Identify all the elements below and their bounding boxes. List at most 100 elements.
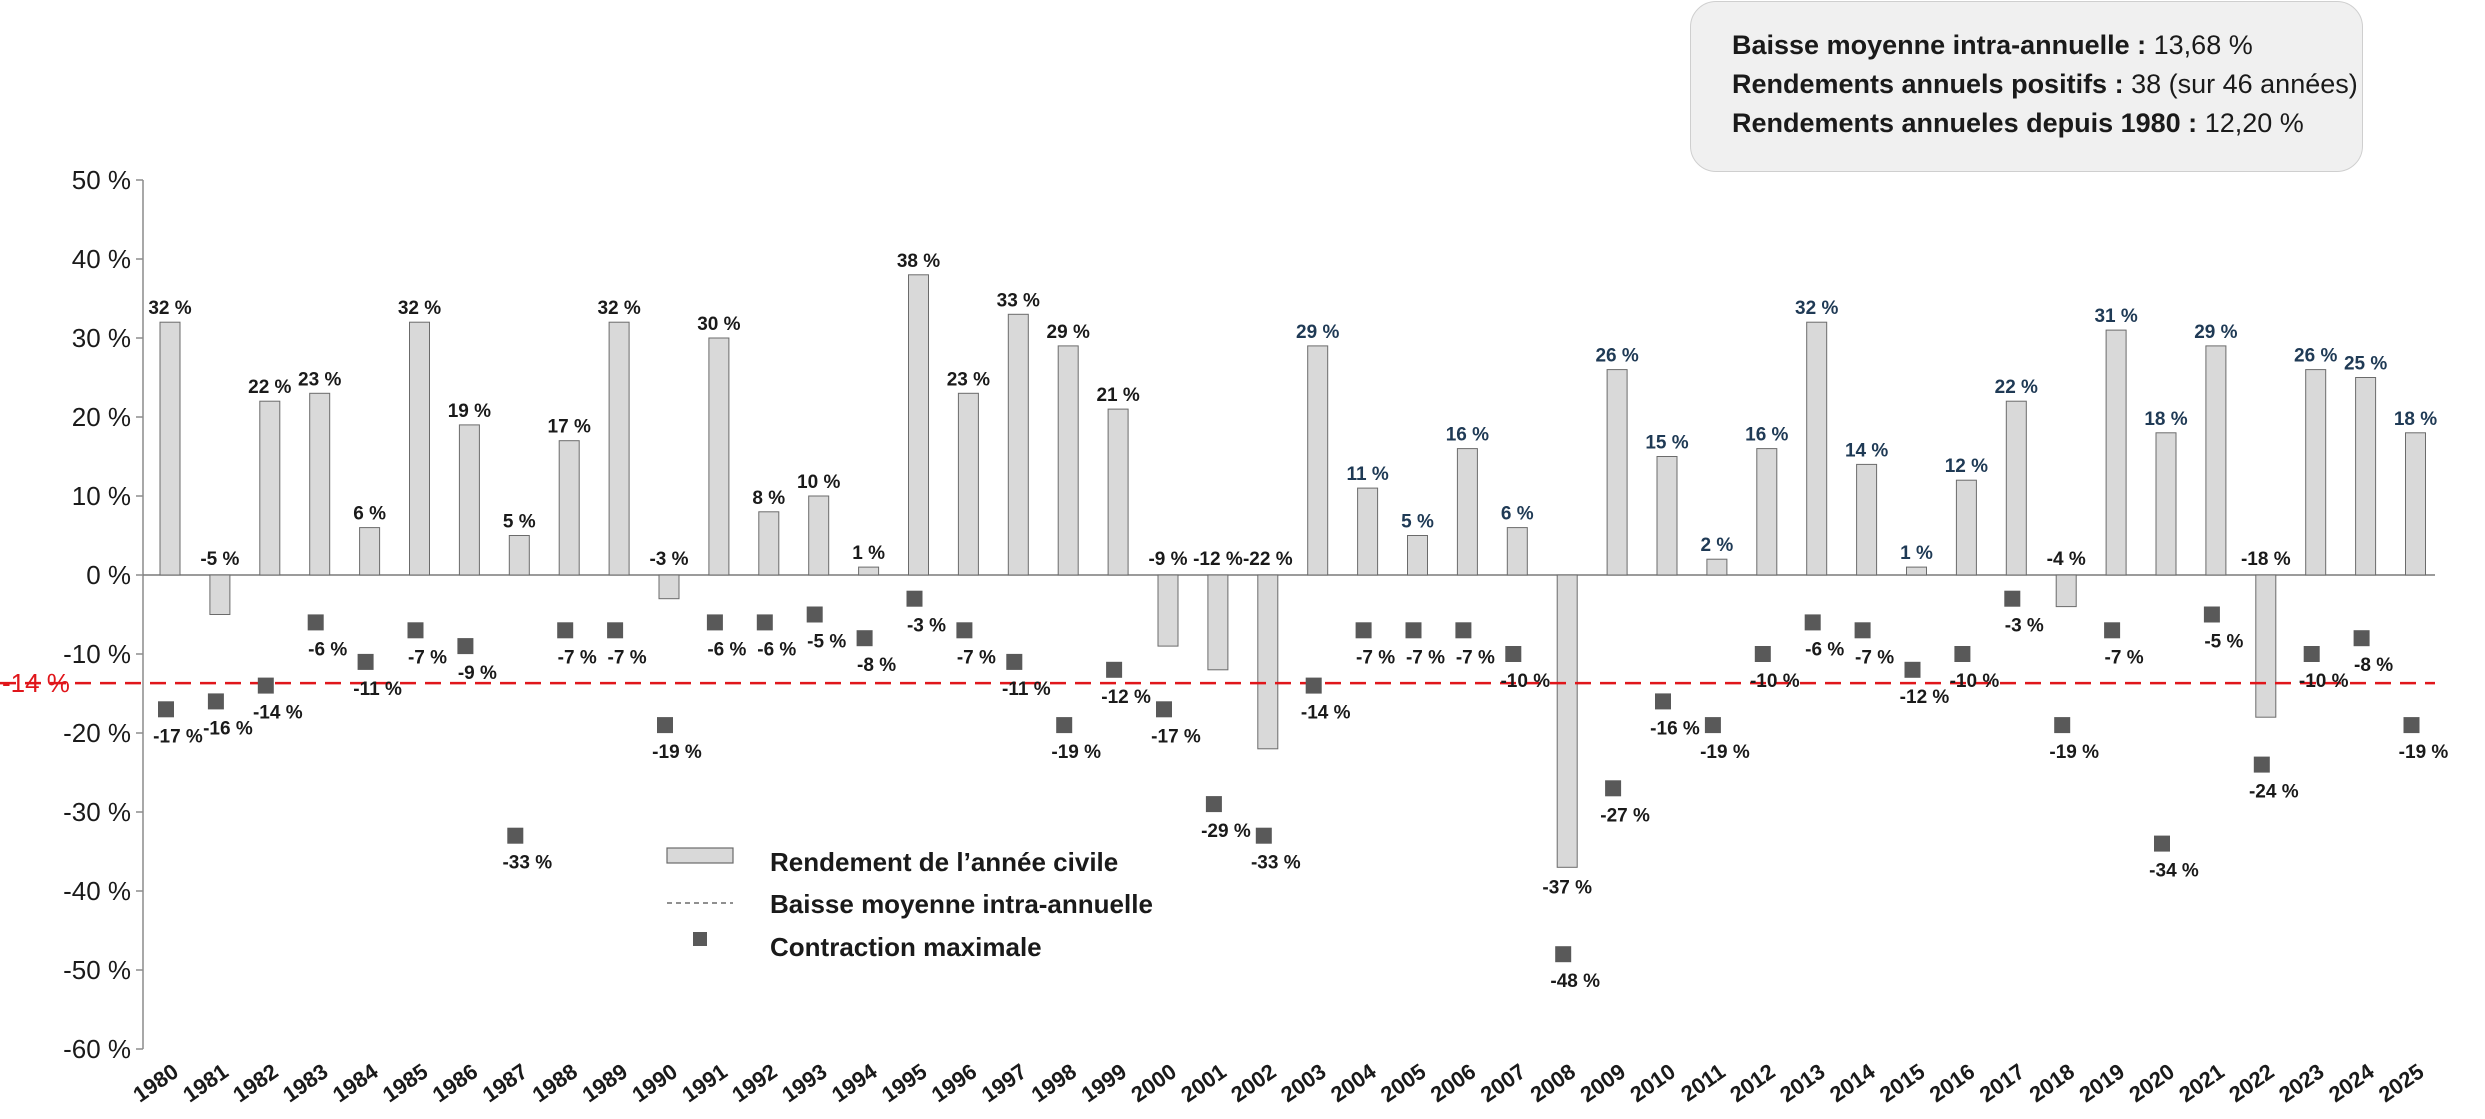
- bar-value-label: 5 %: [1401, 512, 1434, 533]
- x-tick-label: 1990: [627, 1059, 681, 1108]
- marker-value-label: -12 %: [1900, 687, 1950, 708]
- max-drawdown-marker-2015: [1904, 661, 1921, 678]
- bar-2019: [2105, 329, 2127, 576]
- max-drawdown-marker-2008: [1555, 946, 1572, 963]
- bar-2024: [2355, 377, 2377, 576]
- max-drawdown-marker-2010: [1655, 693, 1671, 710]
- marker-value-label: -19 %: [652, 742, 702, 763]
- max-drawdown-marker-1992: [756, 614, 773, 631]
- marker-value-label: -17 %: [1151, 726, 1201, 747]
- x-tick-label: 2005: [1376, 1059, 1430, 1108]
- max-drawdown-marker-2003: [1305, 677, 1322, 694]
- marker-value-label: -6 %: [308, 639, 347, 660]
- x-tick-label: 2007: [1476, 1059, 1530, 1108]
- legend-bar-swatch: [666, 847, 734, 864]
- bar-value-label: 17 %: [548, 417, 591, 438]
- bar-1984: [359, 527, 381, 576]
- marker-value-label: -10 %: [2299, 671, 2349, 692]
- max-drawdown-marker-2009: [1605, 780, 1622, 797]
- summary-annual-return-value: 12,20 %: [2204, 108, 2304, 138]
- bar-1995: [908, 274, 929, 576]
- bar-1987: [508, 535, 530, 576]
- x-tick-label: 1984: [328, 1058, 383, 1107]
- marker-value-label: -29 %: [1201, 821, 1251, 842]
- marker-value-label: -48 %: [1550, 971, 1600, 992]
- bar-value-label: 19 %: [448, 401, 491, 422]
- marker-value-label: -7 %: [1356, 647, 1395, 668]
- bar-2008: [1556, 574, 1578, 868]
- summary-positive-years-value: 38 (sur 46 années): [2131, 69, 2358, 99]
- y-tick-label: -20 %: [63, 718, 131, 748]
- bar-value-label: 12 %: [1945, 456, 1988, 477]
- bar-value-label: 5 %: [503, 512, 536, 533]
- marker-value-label: -8 %: [2354, 655, 2393, 676]
- max-drawdown-marker-1980: [158, 701, 174, 718]
- max-drawdown-marker-2011: [1704, 717, 1721, 734]
- x-tick-label: 2019: [2075, 1059, 2129, 1108]
- max-drawdown-marker-2024: [2353, 630, 2370, 647]
- summary-line-positive-years: Rendements annuels positifs : 38 (sur 46…: [1732, 65, 2362, 104]
- x-tick-label: 1998: [1027, 1059, 1081, 1108]
- bar-value-label: -12 %: [1193, 549, 1243, 570]
- bar-2004: [1357, 487, 1379, 576]
- bar-value-label: 26 %: [2294, 346, 2337, 367]
- bar-value-label: 8 %: [752, 488, 785, 509]
- bar-value-label: 33 %: [997, 290, 1040, 311]
- bar-value-label: 38 %: [897, 251, 940, 272]
- x-tick-label: 1993: [777, 1059, 831, 1108]
- max-drawdown-marker-1984: [357, 653, 374, 670]
- marker-value-label: -19 %: [1051, 742, 1101, 763]
- bar-value-label: 21 %: [1096, 385, 1139, 406]
- bar-value-label: 31 %: [2094, 306, 2137, 327]
- summary-avg-drop-value: 13,68 %: [2153, 30, 2253, 60]
- max-drawdown-marker-2006: [1455, 622, 1472, 639]
- x-tick-label: 1981: [178, 1059, 232, 1108]
- marker-value-label: -27 %: [1600, 805, 1650, 826]
- summary-line-avg-drop: Baisse moyenne intra-annuelle : 13,68 %: [1732, 26, 2362, 65]
- bar-value-label: 11 %: [1346, 464, 1388, 485]
- bar-2006: [1456, 448, 1478, 576]
- bar-2011: [1706, 558, 1728, 576]
- bar-2002: [1257, 574, 1279, 750]
- x-tick-label: 1986: [428, 1059, 482, 1108]
- x-tick-label: 2022: [2224, 1059, 2278, 1108]
- max-drawdown-marker-2025: [2403, 717, 2420, 734]
- bar-1986: [458, 424, 480, 576]
- y-tick-label: -10 %: [63, 639, 131, 669]
- bar-1997: [1007, 313, 1029, 576]
- bar-1999: [1107, 408, 1129, 576]
- bar-value-label: 25 %: [2344, 354, 2387, 375]
- x-tick-label: 2021: [2174, 1059, 2228, 1108]
- bar-2025: [2405, 432, 2426, 576]
- marker-value-label: -11 %: [1002, 679, 1051, 700]
- bar-1993: [808, 495, 830, 576]
- max-drawdown-marker-1988: [557, 622, 574, 639]
- marker-value-label: -7 %: [558, 647, 597, 668]
- marker-value-label: -7 %: [2105, 647, 2144, 668]
- y-tick-label: -30 %: [63, 797, 131, 827]
- marker-value-label: -3 %: [907, 616, 946, 637]
- y-tick-label: -50 %: [63, 955, 131, 985]
- max-drawdown-marker-1999: [1106, 661, 1123, 678]
- marker-value-label: -10 %: [1500, 671, 1550, 692]
- x-tick-label: 2015: [1875, 1059, 1929, 1108]
- marker-value-label: -5 %: [807, 632, 846, 653]
- max-drawdown-marker-2014: [1854, 622, 1871, 639]
- marker-value-label: -34 %: [2149, 861, 2199, 882]
- bar-value-label: 18 %: [2394, 409, 2437, 430]
- y-tick-label: 50 %: [72, 165, 131, 195]
- bar-1994: [858, 566, 880, 576]
- max-drawdown-marker-1995: [906, 590, 923, 607]
- bar-value-label: 32 %: [597, 298, 640, 319]
- y-tick-label: -60 %: [63, 1034, 131, 1064]
- bar-value-label: 32 %: [398, 298, 441, 319]
- marker-value-label: -11 %: [353, 679, 402, 700]
- max-drawdown-marker-1994: [856, 630, 873, 647]
- x-tick-label: 2006: [1426, 1059, 1480, 1108]
- marker-value-label: -7 %: [1855, 647, 1894, 668]
- bar-2013: [1806, 321, 1828, 576]
- bar-value-label: 18 %: [2144, 409, 2187, 430]
- bar-value-label: -22 %: [1243, 549, 1293, 570]
- max-drawdown-marker-1983: [307, 614, 324, 631]
- max-drawdown-marker-2002: [1255, 827, 1272, 844]
